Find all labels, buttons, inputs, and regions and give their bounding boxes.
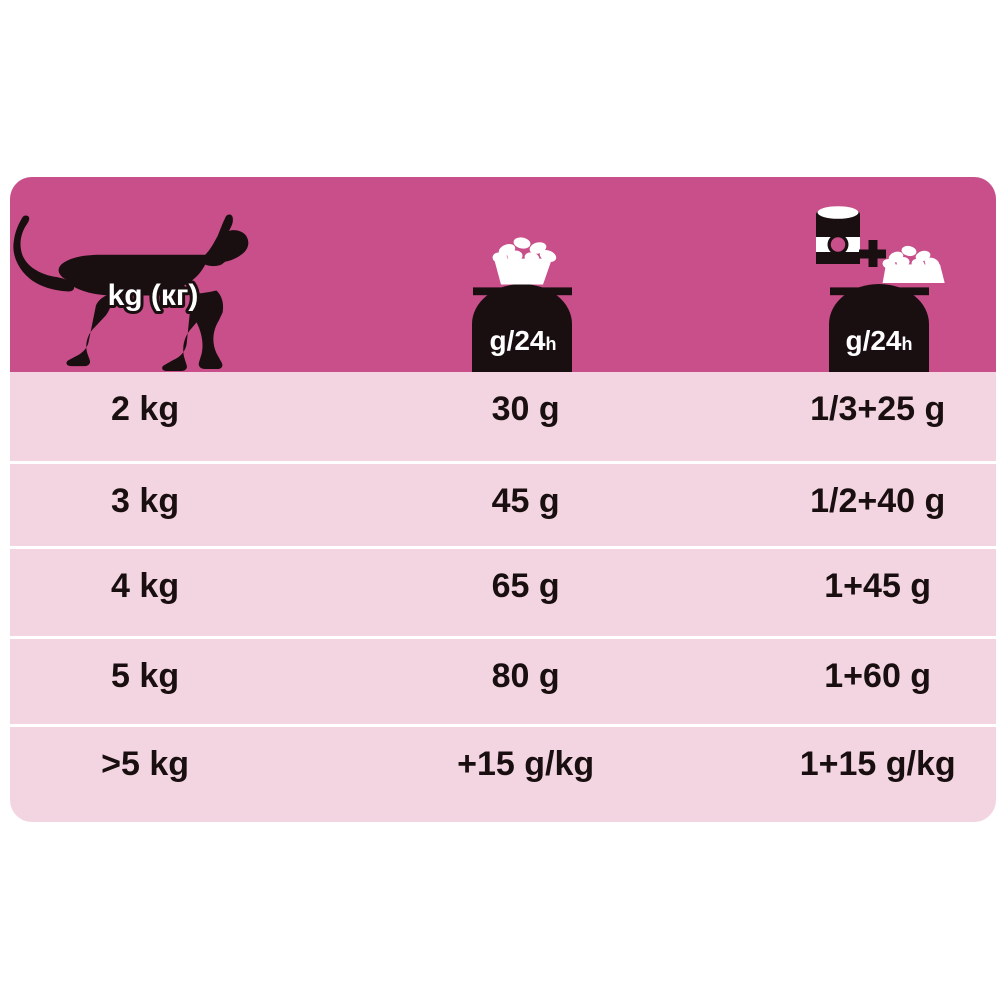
svg-text:kg (кг): kg (кг) [108, 279, 199, 312]
